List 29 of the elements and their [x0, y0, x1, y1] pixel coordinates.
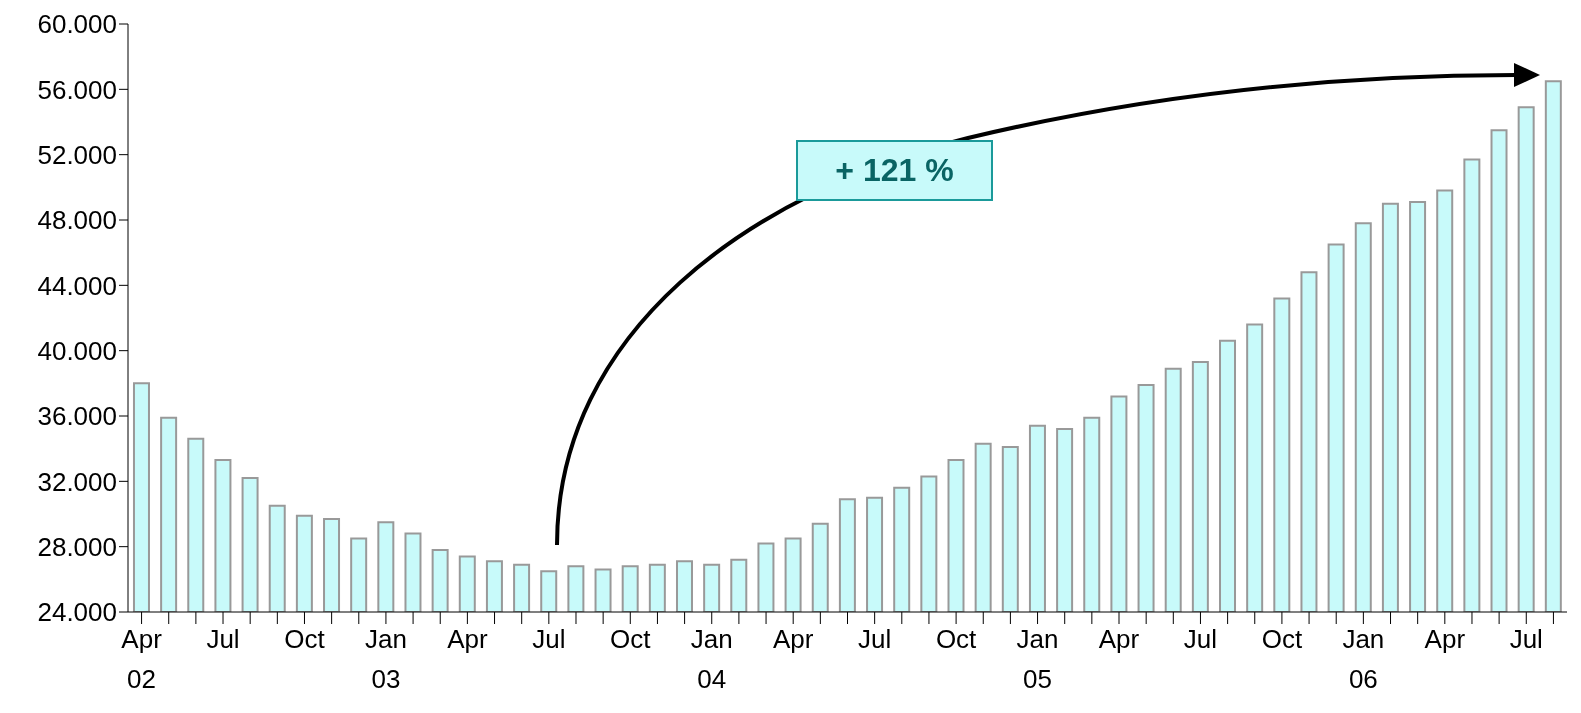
x-tick-label: Jul	[858, 624, 892, 654]
x-tick-label: Jan 04	[690, 624, 733, 694]
y-tick-label: 28.000	[37, 531, 117, 562]
y-tick-label: 60.000	[37, 9, 117, 40]
y-tick-label: 44.000	[37, 270, 117, 301]
x-tick-label: Apr 02	[121, 624, 163, 694]
x-tick-label: Jul	[532, 624, 566, 654]
x-tick-label: Jan 05	[1016, 624, 1059, 694]
x-tick-label: Oct	[1261, 624, 1303, 654]
y-tick-label: 40.000	[37, 335, 117, 366]
x-tick-label: Jan 03	[364, 624, 407, 694]
y-tick-label: 52.000	[37, 139, 117, 170]
x-tick-label: Oct	[284, 624, 326, 654]
x-tick-label: Jul	[1509, 624, 1543, 654]
x-tick-label: Apr	[772, 624, 814, 654]
x-tick-label: Apr	[447, 624, 488, 654]
x-tick-label: Jan 06	[1342, 624, 1385, 694]
x-tick-label: Apr	[1098, 624, 1140, 654]
y-tick-label: 24.000	[37, 597, 117, 628]
y-tick-label: 56.000	[37, 74, 117, 105]
x-tick-label: Jul	[206, 624, 240, 654]
x-tick-label: Oct	[610, 624, 652, 654]
y-tick-label: 36.000	[37, 401, 117, 432]
x-tick-label: Jul	[1183, 624, 1218, 654]
x-tick-label: Apr	[1424, 624, 1466, 654]
annotation: + 121 %	[796, 140, 993, 201]
y-tick-label: 32.000	[37, 466, 117, 497]
x-tick-label: Oct	[935, 624, 978, 654]
y-tick-label: 48.000	[37, 205, 117, 236]
